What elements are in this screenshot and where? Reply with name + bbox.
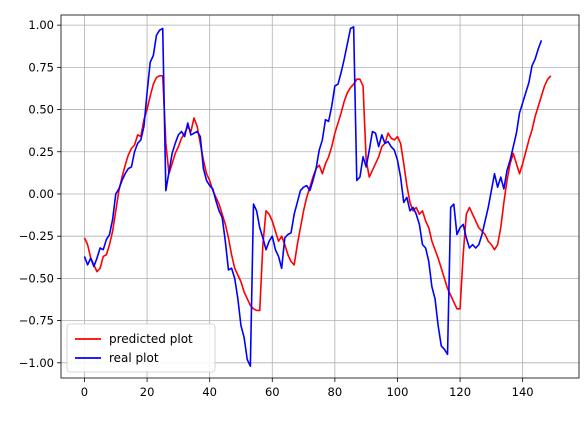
x-tick-label: 100 — [386, 385, 408, 399]
series-lines — [83, 26, 552, 367]
x-tick-label: 120 — [449, 385, 471, 399]
y-tick-label: 0.50 — [28, 103, 54, 117]
legend-label: predicted plot — [109, 332, 193, 346]
x-tick-label: 0 — [81, 385, 88, 399]
x-tick-label: 80 — [328, 385, 343, 399]
y-tick-label: −0.75 — [19, 314, 54, 328]
axes-frame — [60, 14, 580, 379]
tick-labels: 0 20 40 60 80 100 120 140 −1.00 −0.75 −0.50 −0.25 0.… — [19, 18, 534, 399]
legend-label: real plot — [109, 351, 159, 365]
y-tick-label: 0.75 — [28, 60, 54, 74]
legend-box — [66, 323, 216, 373]
y-tick-label: −1.00 — [19, 356, 54, 370]
x-tick-label: 20 — [140, 385, 155, 399]
real-plot-line — [83, 26, 543, 367]
y-tick-label: 1.00 — [28, 18, 54, 32]
x-tick-label: 40 — [202, 385, 217, 399]
x-tick-label: 140 — [512, 385, 534, 399]
y-tick-label: 0.00 — [28, 187, 54, 201]
y-tick-label: −0.50 — [19, 271, 54, 285]
y-tick-label: −0.25 — [19, 229, 54, 243]
x-tick-label: 60 — [265, 385, 280, 399]
legend: predicted plot real plot — [66, 323, 216, 373]
predicted-plot-line — [83, 74, 552, 312]
y-tick-label: 0.25 — [28, 145, 54, 159]
